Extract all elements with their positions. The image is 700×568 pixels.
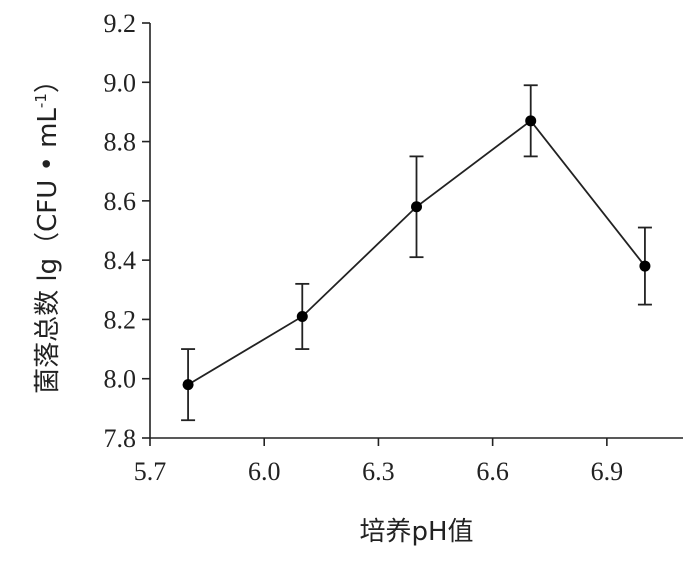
y-tick-label: 8.4 [104, 246, 137, 275]
data-point [296, 310, 308, 322]
y-axis-title-main: 菌落总数 lg（CFU • mL [33, 108, 63, 394]
ticks: 7.8 8.0 8.2 8.4 8.6 8.8 9.0 9.2 5.7 6.0 6.3 6.6 6.9 [104, 9, 624, 486]
axes [149, 23, 683, 439]
y-axis-title-close: ） [33, 67, 63, 93]
data-point [182, 379, 194, 391]
y-tick-label: 8.2 [104, 305, 137, 334]
x-tick-label: 6.6 [476, 457, 509, 486]
y-tick-label: 9.2 [104, 9, 137, 38]
x-axis-title: 培养pH值 [359, 517, 473, 547]
data-points [182, 115, 651, 391]
y-tick-label: 8.0 [104, 365, 137, 394]
y-tick-label: 8.6 [104, 187, 137, 216]
y-tick-label: 9.0 [104, 68, 137, 97]
y-axis-title-superscript: -1 [32, 93, 50, 108]
y-axis-title: 菌落总数 lg（CFU • mL-1） [32, 67, 63, 394]
y-tick-label: 8.8 [104, 128, 137, 157]
y-tick-label: 7.8 [104, 424, 137, 453]
x-tick-label: 5.7 [134, 457, 167, 486]
x-tick-label: 6.3 [362, 457, 395, 486]
error-bars [181, 84, 652, 422]
x-tick-label: 6.0 [248, 457, 281, 486]
data-point [411, 201, 422, 213]
x-tick-label: 6.9 [591, 457, 624, 486]
data-point [525, 115, 537, 127]
data-point [639, 260, 651, 272]
